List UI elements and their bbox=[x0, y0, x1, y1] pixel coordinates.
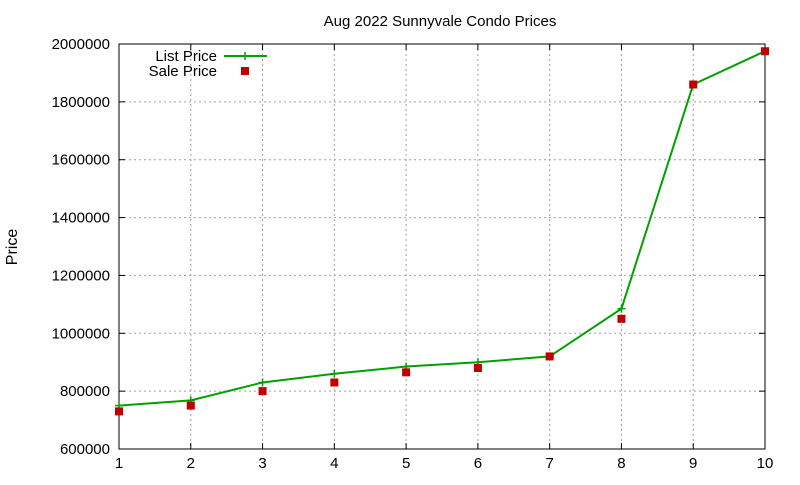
sale-price-point bbox=[473, 364, 482, 372]
sale-price-point bbox=[115, 407, 123, 416]
grid-lines bbox=[119, 44, 765, 449]
legend-swatch-list-price bbox=[224, 52, 267, 60]
chart-title: Aug 2022 Sunnyvale Condo Prices bbox=[324, 13, 557, 30]
x-tick-label: 3 bbox=[258, 455, 266, 472]
sale-price-point bbox=[330, 378, 339, 387]
y-tick-label: 600000 bbox=[60, 441, 110, 458]
list-price-point bbox=[258, 378, 267, 387]
legend: List Price Sale Price bbox=[149, 48, 267, 80]
y-axis-label: Price bbox=[4, 229, 21, 266]
sale-price-point bbox=[689, 80, 698, 89]
x-tick-label: 8 bbox=[617, 455, 625, 472]
y-tick-label: 1000000 bbox=[52, 325, 110, 342]
y-tick-label: 1600000 bbox=[52, 152, 110, 169]
y-tick-labels: 600000 800000 1000000 1200000 1400000 1600000… bbox=[52, 36, 110, 458]
tick-marks bbox=[118, 43, 766, 450]
y-tick-label: 800000 bbox=[60, 383, 110, 400]
series-layer bbox=[115, 47, 769, 416]
x-tick-label: 9 bbox=[689, 455, 697, 472]
sale-price-point bbox=[402, 368, 411, 377]
x-tick-label: 1 bbox=[115, 455, 123, 472]
sale-price-point bbox=[545, 352, 554, 361]
plot-frame bbox=[118, 43, 766, 450]
x-tick-label: 2 bbox=[187, 455, 195, 472]
sale-price-point bbox=[761, 47, 769, 56]
list-price-point bbox=[330, 369, 339, 378]
y-tick-label: 1800000 bbox=[52, 94, 110, 111]
y-tick-label: 2000000 bbox=[52, 36, 110, 53]
list-price-point bbox=[617, 304, 626, 313]
x-tick-label: 7 bbox=[545, 455, 553, 472]
y-tick-label: 1400000 bbox=[52, 210, 110, 227]
legend-swatch-sale-price bbox=[241, 67, 249, 75]
x-tick-label: 6 bbox=[474, 455, 482, 472]
x-tick-label: 5 bbox=[402, 455, 410, 472]
sale-price-point bbox=[258, 387, 267, 396]
x-tick-label: 4 bbox=[330, 455, 338, 472]
series-line-list-price bbox=[118, 50, 766, 407]
x-tick-labels: 1 2 3 4 5 6 7 8 9 10 bbox=[115, 455, 774, 472]
y-tick-label: 1200000 bbox=[52, 267, 110, 284]
legend-label-sale-price: Sale Price bbox=[149, 63, 217, 80]
sale-price-point bbox=[617, 314, 626, 323]
legend-label-list-price: List Price bbox=[155, 48, 217, 65]
x-tick-label: 10 bbox=[757, 455, 774, 472]
legend-square bbox=[241, 67, 249, 75]
sale-price-point bbox=[186, 401, 195, 410]
